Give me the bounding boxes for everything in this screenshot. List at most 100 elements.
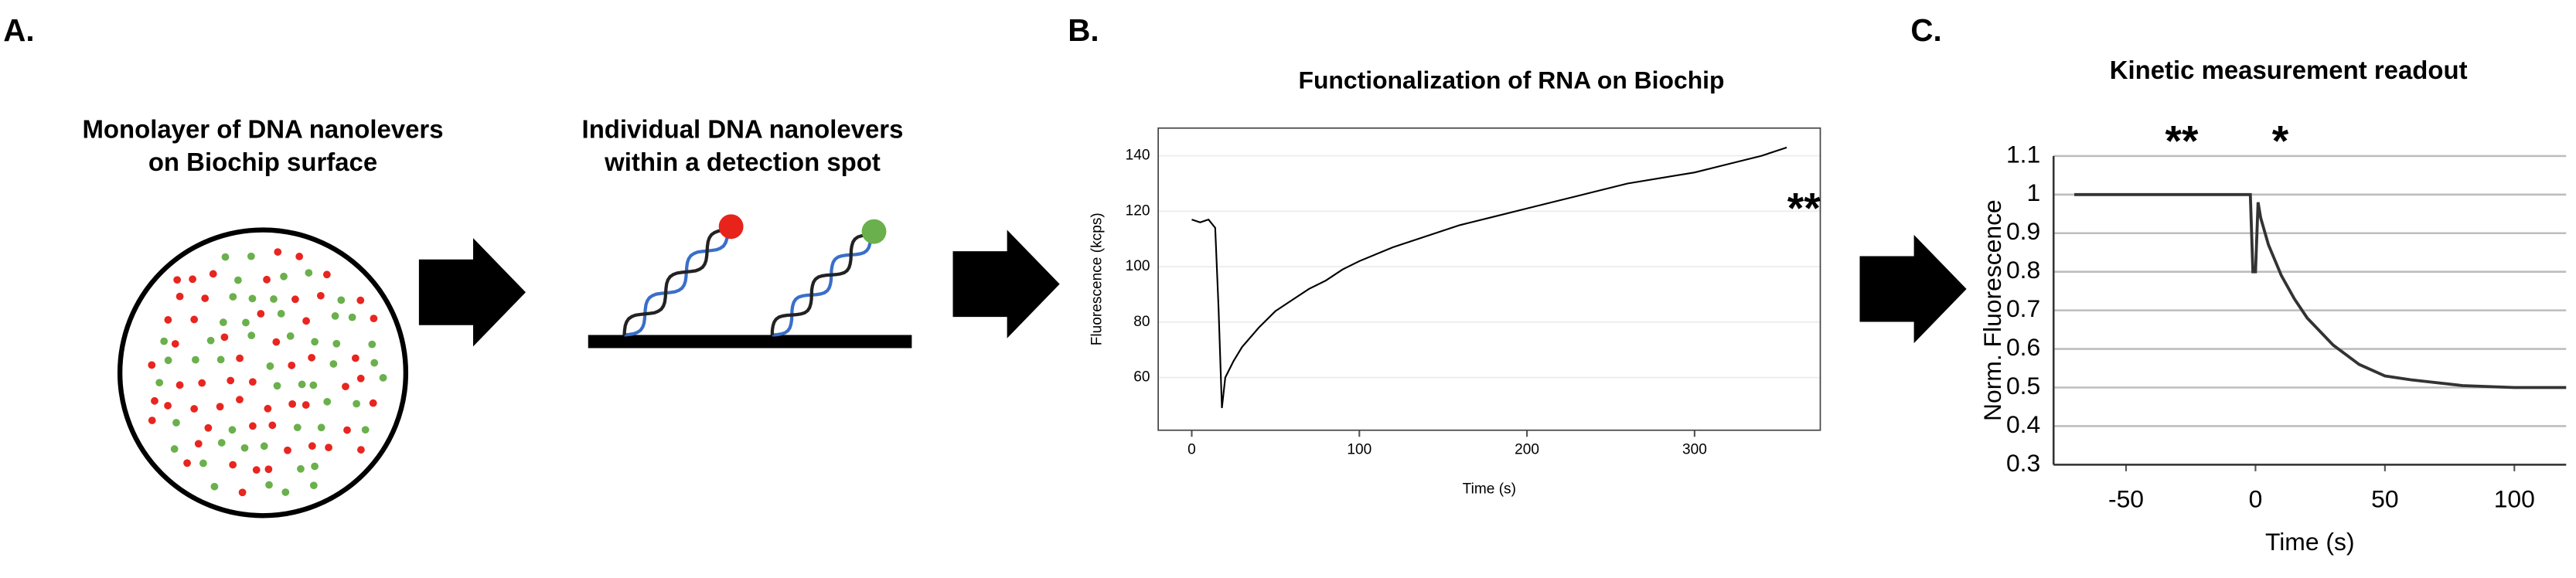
dot (370, 359, 379, 367)
dot (151, 396, 158, 405)
dna-strand (622, 228, 728, 335)
dot (248, 294, 257, 303)
dot (357, 446, 365, 454)
y-tick-label: 100 (1126, 258, 1150, 274)
dot (286, 332, 295, 340)
y-tick-label: 80 (1133, 314, 1150, 330)
dot (308, 353, 316, 362)
nanolevers (622, 214, 887, 337)
y-tick-label: 120 (1126, 202, 1150, 219)
dot (172, 419, 180, 427)
dot (190, 315, 199, 324)
chart-title: Functionalization of RNA on Biochip (1299, 66, 1725, 94)
dot (370, 314, 378, 323)
dot (148, 361, 156, 369)
y-tick-label: 0.8 (2006, 256, 2040, 284)
x-tick-label: 0 (1187, 441, 1196, 457)
dot (236, 354, 244, 362)
dot (183, 459, 191, 468)
dot (216, 355, 225, 364)
dna-strand (772, 234, 873, 337)
dot (343, 426, 351, 434)
dot (242, 318, 250, 327)
dot (325, 444, 332, 452)
x-tick-label: 100 (1347, 441, 1371, 457)
x-tick-label: 0 (2249, 485, 2263, 513)
panel-label: C. (1910, 12, 1941, 48)
y-tick-label: 0.3 (2006, 449, 2040, 477)
dot (332, 339, 341, 348)
dot (204, 423, 213, 432)
dot (236, 396, 244, 404)
dot (264, 404, 272, 413)
dot (302, 317, 310, 325)
dot (229, 293, 237, 301)
dot (331, 312, 339, 320)
dot (369, 399, 377, 407)
x-tick-label: -50 (2108, 485, 2144, 513)
plot-frame (1157, 127, 1821, 431)
dot (210, 482, 219, 491)
diagram-title: Monolayer of DNA nanolevers (82, 115, 443, 144)
dot (368, 340, 377, 348)
dot (280, 272, 288, 280)
dot (260, 442, 268, 450)
y-tick-label: 0.7 (2006, 294, 2040, 322)
dot (173, 276, 182, 284)
annotation: ** (1787, 185, 1821, 233)
dot (295, 253, 304, 260)
dot (329, 360, 338, 368)
annotation: ** (2165, 117, 2199, 165)
dot (248, 378, 257, 386)
annotation: * (2272, 117, 2289, 165)
surface-bar (588, 335, 912, 348)
dot (302, 401, 310, 409)
dot (281, 488, 290, 496)
dot (234, 276, 242, 284)
dot (266, 362, 274, 370)
dna-strand (770, 233, 871, 335)
dot (240, 444, 249, 452)
panel-label: B. (1068, 12, 1099, 48)
dot (308, 442, 316, 450)
dot (220, 333, 229, 342)
dot (209, 270, 217, 278)
dot (148, 416, 156, 424)
dot (216, 403, 224, 411)
y-axis-label: Fluorescence (kcps) (1089, 212, 1106, 345)
dot (201, 294, 210, 302)
dot (155, 379, 164, 387)
dot (198, 379, 206, 387)
dot (316, 291, 325, 300)
dot (298, 380, 306, 389)
dot (291, 295, 299, 304)
dot (356, 374, 365, 382)
dye (861, 219, 887, 244)
dot (252, 466, 261, 474)
data-line (1191, 146, 1787, 409)
dot (194, 440, 203, 448)
dot (348, 313, 356, 321)
dot (219, 318, 227, 327)
y-tick-label: 0.6 (2006, 333, 2040, 361)
dot (379, 373, 387, 382)
dot (351, 354, 359, 362)
dot (293, 423, 302, 432)
dot (317, 423, 325, 432)
dot (170, 445, 179, 453)
dot (227, 376, 235, 385)
y-tick-label: 0.9 (2006, 217, 2040, 245)
dot (322, 270, 331, 279)
dot (164, 316, 172, 324)
dot (311, 338, 319, 346)
dot (270, 295, 278, 303)
dot (323, 397, 332, 406)
dot (164, 402, 172, 410)
dot (361, 426, 370, 434)
dot (288, 361, 296, 369)
y-tick-label: 140 (1126, 148, 1150, 164)
y-tick-label: 1 (2027, 178, 2041, 206)
dot (309, 481, 318, 490)
dot (247, 252, 255, 260)
